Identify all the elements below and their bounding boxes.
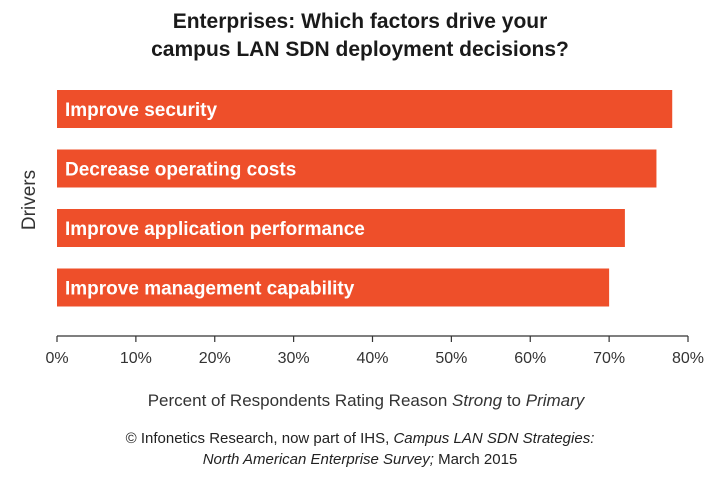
x-axis-label-emphasis: Primary <box>526 391 586 410</box>
x-axis-label: Percent of Respondents Rating Reason Str… <box>148 391 586 410</box>
x-tick-label: 70% <box>593 350 625 367</box>
footer-report-title: Campus LAN SDN Strategies: <box>393 430 595 447</box>
chart-title: Enterprises: Which factors drive your ca… <box>0 8 720 64</box>
x-axis-label-text: to <box>502 391 526 410</box>
footer-line-1: © Infonetics Research, now part of IHS, … <box>0 428 720 449</box>
y-axis-label: Drivers <box>19 170 40 230</box>
x-axis-label-emphasis: Strong <box>452 391 503 410</box>
bar-label: Improve application performance <box>65 219 365 240</box>
footer-source: © Infonetics Research, now part of IHS, <box>125 430 394 447</box>
footer-report-subtitle: North American Enterprise Survey; <box>202 451 434 468</box>
x-tick-label: 40% <box>356 350 388 367</box>
bar-label: Improve security <box>65 100 217 121</box>
chart-title-line-2: campus LAN SDN deployment decisions? <box>151 38 569 61</box>
bar <box>57 268 610 307</box>
x-tick-label: 50% <box>435 350 467 367</box>
x-tick-label: 60% <box>514 350 546 367</box>
x-tick-label: 0% <box>45 350 68 367</box>
x-axis-label-text: Percent of Respondents Rating Reason <box>148 391 452 410</box>
bar-label: Decrease operating costs <box>65 160 296 181</box>
bar <box>57 90 673 128</box>
bar <box>57 209 625 247</box>
footer-date: March 2015 <box>433 451 518 468</box>
footer-line-2: North American Enterprise Survey; March … <box>0 449 720 470</box>
x-tick-label: 80% <box>672 350 704 367</box>
source-footer: © Infonetics Research, now part of IHS, … <box>0 428 720 470</box>
chart-title-line-1: Enterprises: Which factors drive your <box>172 10 548 33</box>
x-tick-label: 30% <box>278 350 310 367</box>
bar <box>57 149 657 188</box>
x-tick-label: 10% <box>120 350 152 367</box>
bar-label: Improve management capability <box>65 279 355 300</box>
x-tick-label: 20% <box>199 350 231 367</box>
